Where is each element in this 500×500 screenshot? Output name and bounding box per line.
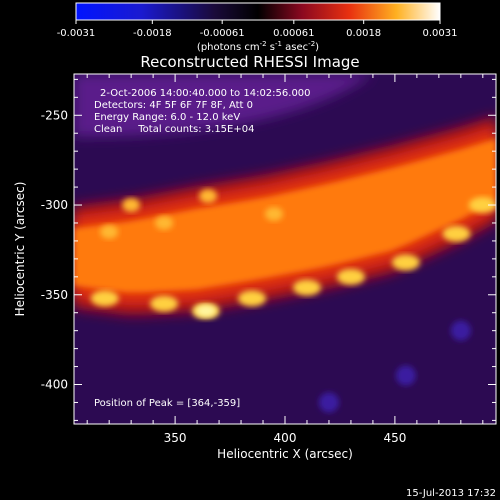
hot-spot: [122, 198, 141, 213]
annotation-time: 2-Oct-2006 14:00:40.000 to 14:02:56.000: [100, 88, 311, 99]
y-axis-label: Heliocentric Y (arcsec): [13, 182, 27, 317]
colorbar-tick-label: -0.0031: [57, 28, 96, 39]
hot-spot: [155, 215, 174, 230]
colorbar: -0.0031 -0.0018 -0.00061 0.00061 0.0018 0.003…: [57, 2, 458, 53]
colorbar-tick-label: -0.00061: [200, 28, 245, 39]
peak-position-label: Position of Peak = [364,-359]: [94, 398, 240, 409]
bright-knot: [442, 225, 471, 242]
x-axis-label: Heliocentric X (arcsec): [217, 447, 353, 461]
bright-knot: [90, 290, 119, 307]
rhessi-image: [74, 74, 496, 424]
bright-knot: [238, 290, 267, 307]
annotation-energy: Energy Range: 6.0 - 12.0 keV: [94, 112, 240, 123]
chart-title: Reconstructed RHESSI Image: [140, 53, 359, 71]
emission-band-layer: [74, 138, 496, 293]
footer-timestamp: 15-Jul-2013 17:32: [406, 488, 496, 499]
bright-knot: [391, 254, 420, 271]
negative-patch: [395, 365, 416, 386]
negative-patch: [450, 320, 471, 341]
peak-spot: [195, 304, 216, 317]
y-tick-label: -400: [41, 378, 68, 392]
colorbar-gradient: [75, 2, 441, 21]
x-tick-label: 400: [274, 431, 297, 445]
bright-knot: [468, 197, 496, 214]
annotation-detectors: Detectors: 4F 5F 6F 7F 8F, Att 0: [94, 100, 253, 111]
colorbar-tick-label: 0.0031: [423, 28, 458, 39]
colorbar-tick-label: 0.00061: [273, 28, 314, 39]
colorbar-tick-label: -0.0018: [133, 28, 172, 39]
x-tick-label: 450: [383, 431, 406, 445]
bright-knot: [292, 279, 321, 296]
hot-spot: [265, 207, 284, 221]
y-tick-label: -300: [41, 198, 68, 212]
annotation-block: 2-Oct-2006 14:00:40.000 to 14:02:56.000 …: [94, 88, 311, 135]
bright-knot: [150, 295, 179, 312]
faint-emission-top: [74, 74, 373, 137]
hot-spot: [199, 189, 218, 204]
annotation-counts: Clean Total counts: 3.15E+04: [94, 124, 254, 135]
y-tick-label: -250: [41, 108, 68, 122]
colorbar-tick-label: 0.0018: [346, 28, 381, 39]
bright-knot: [336, 268, 365, 285]
hot-spot: [100, 224, 119, 239]
y-tick-label: -350: [41, 288, 68, 302]
colorbar-label: (photons cm-2 s-1 asec-2): [197, 40, 319, 53]
x-tick-label: 350: [164, 431, 187, 445]
negative-patch: [318, 392, 339, 413]
